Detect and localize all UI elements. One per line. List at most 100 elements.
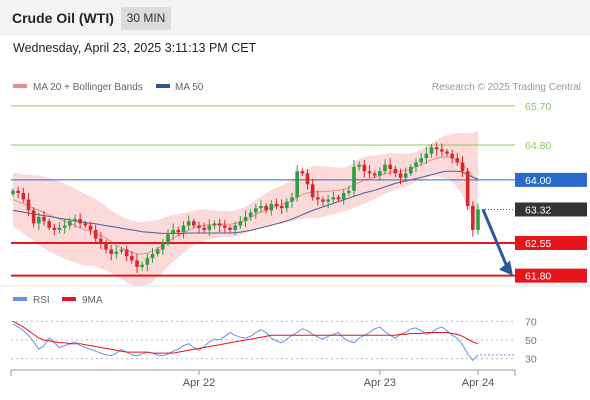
candle xyxy=(52,223,57,236)
rsi-tick-label: 70 xyxy=(525,316,537,328)
candle-body xyxy=(331,197,336,200)
candle xyxy=(440,143,444,157)
candle xyxy=(414,158,418,173)
candle xyxy=(269,199,274,216)
candle xyxy=(202,222,206,234)
ma20-legend-swatch xyxy=(13,84,27,88)
candle-body xyxy=(476,209,480,230)
timeframe-button[interactable]: 30 MIN xyxy=(121,7,171,30)
ma20-legend-label: MA 20 + Bollinger Bands xyxy=(33,82,143,93)
candle-body xyxy=(78,219,82,224)
candle xyxy=(465,167,470,210)
candle-body xyxy=(238,221,243,226)
candle-body xyxy=(181,225,186,233)
candle-body xyxy=(207,225,212,230)
candle-body xyxy=(310,184,315,198)
level-labels: 65.70 64.80 64.00 63.32 62.55 61.80 xyxy=(515,101,587,283)
candle-body xyxy=(264,206,268,211)
candle-body xyxy=(93,229,98,239)
candle-body xyxy=(62,225,67,228)
candle xyxy=(403,167,408,183)
candle-body xyxy=(269,203,274,211)
candle xyxy=(455,152,460,166)
candle-body xyxy=(88,225,93,230)
candle-body xyxy=(109,249,113,254)
candle-body xyxy=(202,227,206,230)
candle xyxy=(316,190,320,206)
support-tag xyxy=(515,268,587,283)
candle xyxy=(471,201,475,237)
candle-body xyxy=(434,147,439,150)
candle xyxy=(109,244,113,261)
candle-body xyxy=(16,190,20,193)
candle-body xyxy=(171,229,175,235)
candle-body xyxy=(21,192,26,200)
candle xyxy=(42,211,46,226)
x-axis: Apr 22 Apr 23 Apr 24 xyxy=(183,370,494,389)
candle xyxy=(419,152,423,166)
rsi-legend: RSI 9MA xyxy=(13,295,103,306)
candle xyxy=(212,220,217,230)
candle-body xyxy=(228,227,232,230)
rsi-ma-legend-label: 9MA xyxy=(82,295,103,306)
candle xyxy=(357,161,361,171)
candle-body xyxy=(186,221,191,226)
candle xyxy=(388,158,392,175)
candle xyxy=(429,143,434,158)
candle-body xyxy=(42,216,46,222)
candle-body xyxy=(393,169,398,174)
candle xyxy=(367,165,372,178)
candle xyxy=(197,221,201,233)
candle xyxy=(11,188,15,197)
main-legend: MA 20 + Bollinger Bands MA 50 xyxy=(13,82,204,93)
candle xyxy=(37,212,41,230)
candle xyxy=(259,200,263,213)
candle-body xyxy=(290,197,294,202)
candle xyxy=(140,261,144,271)
candle-body xyxy=(316,197,320,200)
candle-body xyxy=(150,253,155,259)
candle-body xyxy=(419,158,423,163)
header-bar: Crude Oil (WTI) 30 MIN xyxy=(0,0,590,36)
rsi-line xyxy=(12,323,479,362)
candle xyxy=(290,192,294,209)
rsi-ma-legend-swatch xyxy=(62,297,76,301)
candle xyxy=(264,203,268,213)
candle-body xyxy=(388,164,392,169)
candle-body xyxy=(114,251,119,254)
candle xyxy=(16,186,20,199)
candle-body xyxy=(357,164,361,167)
candle xyxy=(476,203,480,235)
candle-body xyxy=(367,171,372,174)
candle-body xyxy=(455,158,460,163)
candle xyxy=(124,245,129,262)
candle xyxy=(409,164,413,176)
candle-body xyxy=(233,225,237,230)
candle xyxy=(393,165,398,178)
candle xyxy=(207,219,212,236)
ma50-legend-label: MA 50 xyxy=(175,82,204,93)
candle-body xyxy=(31,210,36,224)
candle xyxy=(274,198,279,210)
candle xyxy=(217,218,222,233)
candle-body xyxy=(326,199,330,202)
candle xyxy=(326,194,330,209)
candle-body xyxy=(124,249,129,257)
candle-body xyxy=(119,249,124,252)
candle xyxy=(254,203,258,220)
candle-body xyxy=(347,190,351,193)
candlesticks xyxy=(11,142,480,273)
candle xyxy=(155,246,160,257)
candle xyxy=(341,189,346,205)
candle-body xyxy=(130,256,134,261)
candle-body xyxy=(445,151,449,154)
candle-body xyxy=(285,201,289,209)
candle-body xyxy=(176,229,181,233)
candle xyxy=(248,209,253,221)
candle-body xyxy=(223,225,227,228)
candle xyxy=(150,248,155,263)
candle xyxy=(166,229,170,247)
resistance-label: 65.70 xyxy=(525,101,551,113)
candle xyxy=(161,239,165,255)
candle xyxy=(352,160,356,197)
